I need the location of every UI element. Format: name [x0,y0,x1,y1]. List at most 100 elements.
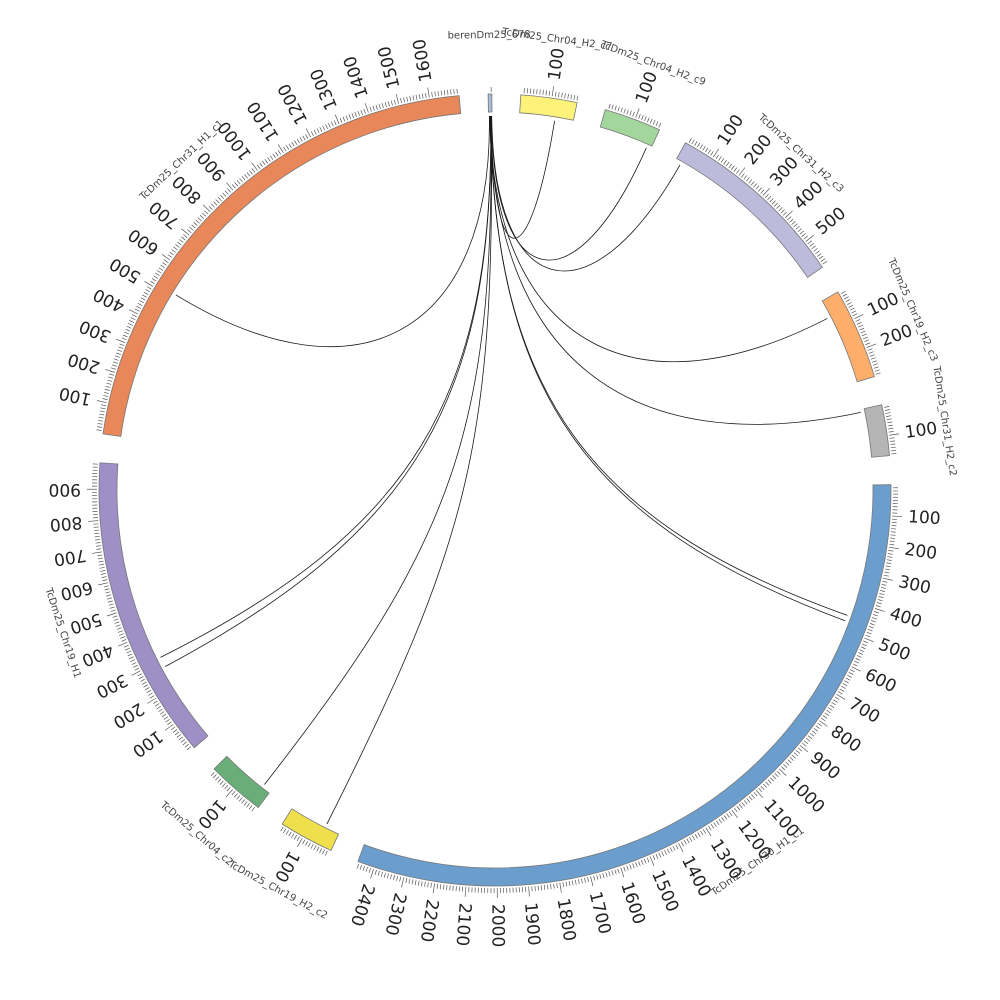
tick-label: 500 [812,203,850,239]
contig-ticks [884,406,900,455]
tick-label: 700 [845,694,883,728]
tick-label: 100 [193,795,229,833]
contig-name-label: berenDm25_678 [448,30,531,42]
tick-label: 2200 [416,898,442,944]
tick-label: 2300 [381,891,410,938]
tick-label: 1600 [616,880,649,927]
tick-label: 400 [90,284,128,316]
tick-label: 2400 [346,881,378,928]
contig-ticks [356,487,903,898]
link-8 [326,116,493,825]
contig-block [98,462,209,749]
contig-name-label: TcDm25_Chr31_H2_c3 [755,112,845,195]
tick-label: 1500 [647,867,682,915]
tick-label: 1100 [243,97,283,144]
tick-label: 500 [67,608,104,637]
contig-block [821,291,875,383]
contig-ticks [688,138,828,265]
contig-ticks [210,771,255,812]
tick-label: 500 [876,635,914,666]
tick-label: 200 [903,540,938,564]
link-1 [489,116,828,363]
tick-label: 800 [169,171,206,208]
link-6 [165,116,492,667]
contig-layer: berenDm25_678100TcDm25_Chr04_H2_c7100TcD… [42,27,958,948]
tick-label: 900 [49,479,81,499]
tick-label: 1900 [520,902,544,947]
contig-block [213,755,270,809]
link-3 [489,116,848,616]
contig-block [599,109,661,147]
tick-label: 200 [66,348,103,377]
contig-ticks [608,103,662,128]
contig-small: berenDm25_678 [448,30,531,113]
tick-marks [86,463,191,751]
tick-label: 100 [57,382,93,409]
link-10 [491,116,647,261]
tick-label: 2100 [452,902,475,947]
tick-label: 400 [79,639,117,670]
link-2 [489,116,861,425]
tick-label: 500 [106,253,144,287]
tick-label: 700 [52,544,87,569]
tick-label: 800 [827,722,865,757]
tick-marks [688,138,828,265]
tick-label: 1800 [553,897,580,943]
tick-label: 200 [878,321,915,351]
contig-ticks [280,826,328,856]
contig-block [102,95,462,437]
tick-label: 1400 [340,53,373,100]
contig-block [519,94,578,121]
tick-label: 100 [714,111,749,149]
link-5 [160,116,492,658]
tick-label: 600 [861,665,899,697]
tick-label: 100 [128,726,166,761]
link-layer [160,116,861,825]
tick-label: 700 [146,197,184,233]
contig-ticks [523,86,579,101]
tick-label: 300 [77,316,115,347]
link-11 [491,116,681,272]
tick-label: 1300 [307,65,342,113]
link-0 [175,116,490,348]
contig-block [676,142,824,278]
contig-ticks [96,87,458,431]
tick-marks [280,826,328,856]
tick-label: 100 [904,419,939,443]
tick-marks [523,86,579,101]
tick-label: 100 [270,847,303,885]
link-9 [490,116,555,239]
tick-label: 100 [907,507,941,529]
tick-label: 200 [741,131,777,169]
tick-marks [210,771,255,812]
tick-label: 200 [109,698,147,732]
tick-label: 1500 [375,44,405,91]
contig-ticks [841,290,881,375]
link-4 [490,116,846,622]
tick-marks [96,87,458,431]
contig-block [281,808,340,852]
tick-label: 900 [806,748,844,784]
tick-label: 600 [58,577,94,604]
tick-label: 2000 [487,904,507,947]
tick-marks [608,103,662,128]
tick-label: 800 [49,512,83,534]
tick-label: 600 [125,224,163,259]
contig-block [487,93,493,113]
contig-block [863,404,890,458]
tick-label: 1700 [585,889,615,936]
tick-label: 1600 [410,37,437,83]
tick-label: 400 [790,177,827,214]
tick-label: 1000 [784,773,829,818]
contig-block [357,484,892,887]
tick-label: 100 [864,289,902,321]
tick-marks [841,290,881,375]
tick-label: 400 [887,604,924,633]
